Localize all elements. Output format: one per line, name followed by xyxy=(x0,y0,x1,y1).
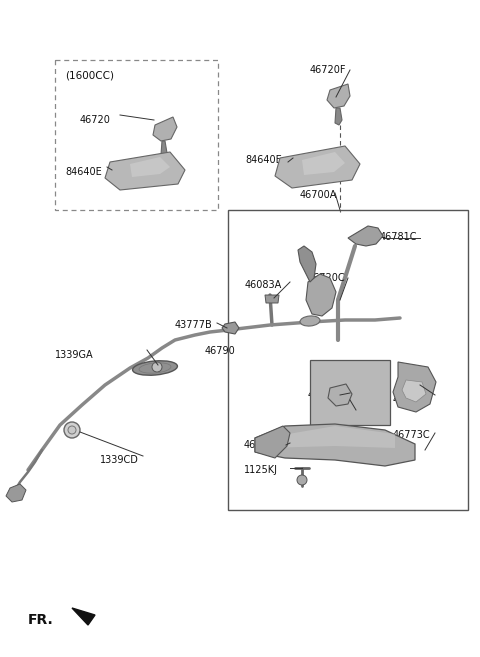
Text: FR.: FR. xyxy=(28,613,54,627)
Polygon shape xyxy=(105,152,185,190)
Polygon shape xyxy=(335,108,342,125)
Polygon shape xyxy=(298,246,316,282)
Polygon shape xyxy=(153,117,177,141)
Polygon shape xyxy=(402,380,426,402)
Ellipse shape xyxy=(132,361,178,375)
Bar xyxy=(55,60,218,210)
Polygon shape xyxy=(130,157,170,177)
Text: 84640E: 84640E xyxy=(245,155,282,165)
Polygon shape xyxy=(255,424,415,466)
Polygon shape xyxy=(275,146,360,188)
Text: 46733H: 46733H xyxy=(244,440,282,450)
Text: 46720: 46720 xyxy=(80,115,111,125)
Polygon shape xyxy=(255,426,290,458)
Text: 46700A: 46700A xyxy=(300,190,337,200)
Text: 46781C: 46781C xyxy=(380,232,418,242)
Polygon shape xyxy=(348,226,383,246)
Text: 1125KJ: 1125KJ xyxy=(244,465,278,475)
Text: 46720C: 46720C xyxy=(308,273,346,283)
Ellipse shape xyxy=(300,316,320,326)
Text: 467P6: 467P6 xyxy=(308,390,338,400)
Circle shape xyxy=(68,426,76,434)
Text: 1339CD: 1339CD xyxy=(100,455,139,465)
Polygon shape xyxy=(265,295,279,303)
Circle shape xyxy=(152,362,162,372)
Text: 46725C: 46725C xyxy=(314,407,352,417)
Text: 46773C: 46773C xyxy=(393,430,431,440)
Text: 46083A: 46083A xyxy=(245,280,282,290)
Polygon shape xyxy=(6,484,26,502)
Text: 46770E: 46770E xyxy=(393,395,430,405)
Polygon shape xyxy=(161,141,167,157)
Text: 46720F: 46720F xyxy=(310,65,347,75)
Polygon shape xyxy=(393,362,436,412)
Polygon shape xyxy=(222,322,239,334)
Polygon shape xyxy=(72,608,95,625)
Polygon shape xyxy=(327,84,350,108)
Text: 43777B: 43777B xyxy=(175,320,213,330)
Circle shape xyxy=(297,475,307,485)
Circle shape xyxy=(64,422,80,438)
Polygon shape xyxy=(310,360,390,425)
Polygon shape xyxy=(265,426,395,448)
Text: 46790: 46790 xyxy=(205,346,236,356)
Polygon shape xyxy=(302,152,345,175)
Text: (1600CC): (1600CC) xyxy=(65,70,114,80)
Text: 84640E: 84640E xyxy=(65,167,102,177)
Text: 1339GA: 1339GA xyxy=(55,350,94,360)
Polygon shape xyxy=(306,274,336,316)
Polygon shape xyxy=(328,384,352,406)
Bar xyxy=(228,210,468,510)
